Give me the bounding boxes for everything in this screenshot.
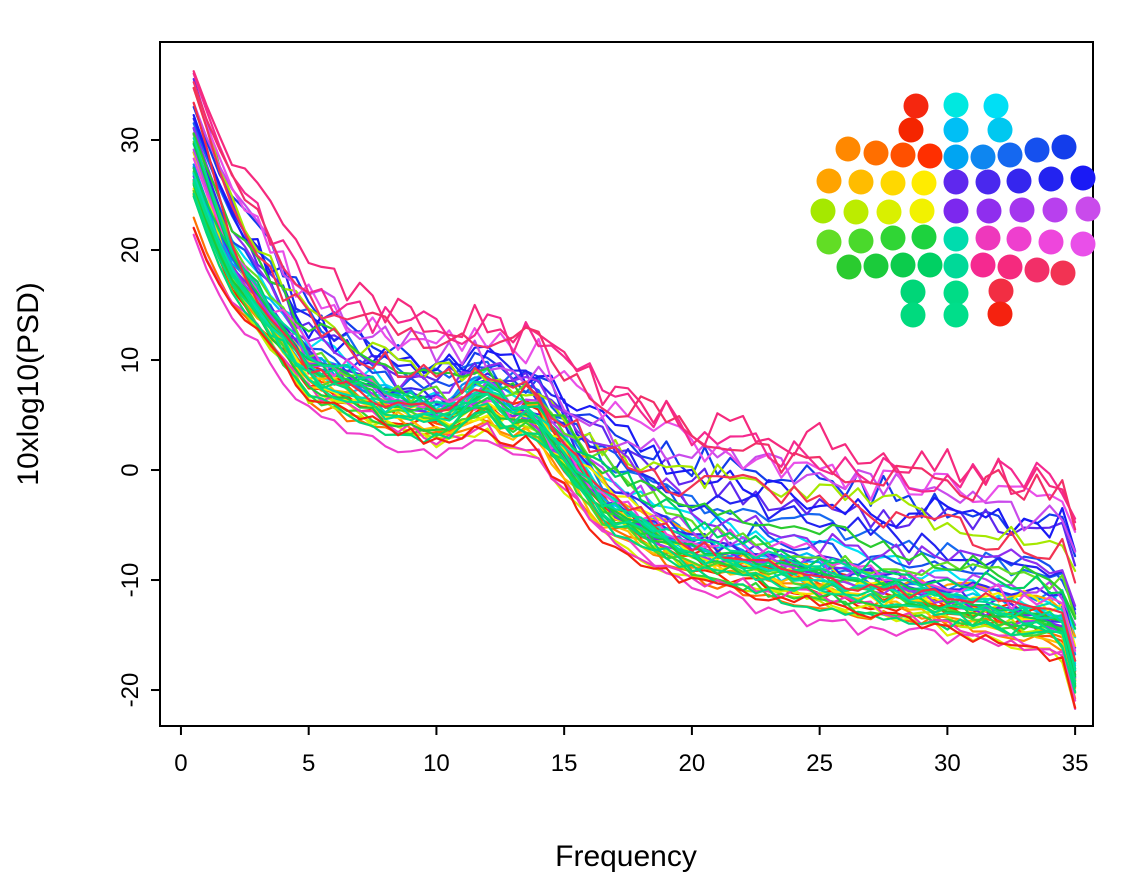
electrode-dot-46 [917,252,943,278]
electrode-dot-36 [880,225,906,251]
electrode-dot-56 [943,302,969,328]
psd-curve-17 [192,191,1077,694]
electrode-dot-10 [917,143,943,169]
psd-curve-44 [192,183,1077,677]
psd-curve-50 [192,81,1077,531]
electrode-dot-54 [988,278,1014,304]
electrode-dot-43 [836,254,862,280]
electrode-dot-8 [863,140,889,166]
electrode-dot-45 [890,252,916,278]
electrode-dot-30 [976,198,1002,224]
electrode-dot-4 [898,117,924,143]
electrode-dot-1 [903,93,929,119]
electrode-dot-38 [943,226,969,252]
psd-curve-30 [192,126,1077,608]
electrode-dot-31 [1009,197,1035,223]
electrode-dot-35 [848,228,874,254]
psd-curve-56 [192,178,1077,670]
x-tick-label: 30 [934,750,961,777]
psd-curve-49 [192,70,1077,524]
psd-curves [192,70,1077,711]
electrode-dot-12 [970,144,996,170]
x-tick-label: 5 [302,750,315,777]
x-tick-label: 35 [1062,750,1089,777]
electrode-dot-19 [911,170,937,196]
psd-curve-40 [192,233,1077,702]
electrode-dot-22 [1006,168,1032,194]
electrode-dot-26 [843,199,869,225]
psd-curve-48 [192,72,1077,520]
electrode-dot-6 [987,117,1013,143]
electrode-dot-23 [1038,166,1064,192]
y-tick-label: 0 [117,463,144,476]
electrode-dot-41 [1038,229,1064,255]
electrode-dot-34 [816,229,842,255]
psd-curve-34 [192,140,1077,618]
electrode-dot-53 [943,280,969,306]
x-axis: 0 5 10 15 20 25 30 35 [174,726,1088,777]
electrode-dot-47 [943,253,969,279]
x-tick-label: 20 [679,750,706,777]
psd-curve-52 [192,195,1077,688]
electrode-dot-29 [943,198,969,224]
x-axis-title: Frequency [555,840,697,873]
electrode-dot-55 [900,302,926,328]
electrode-dot-18 [880,170,906,196]
x-tick-label: 10 [423,750,450,777]
electrode-dot-33 [1075,196,1101,222]
electrode-dot-25 [810,198,836,224]
y-tick-label: 20 [117,237,144,264]
electrode-head-map-legend [810,92,1101,328]
electrode-dot-39 [975,225,1001,251]
electrode-dot-21 [975,169,1001,195]
electrode-dot-2 [943,92,969,118]
psd-curve-24 [192,113,1077,553]
y-tick-label: 30 [117,127,144,154]
x-tick-label: 25 [806,750,833,777]
electrode-dot-50 [1024,257,1050,283]
electrode-dot-7 [835,136,861,162]
y-tick-label: 10 [117,347,144,374]
psd-curve-38 [192,172,1077,662]
electrode-dot-3 [983,93,1009,119]
electrode-dot-44 [863,253,889,279]
x-tick-label: 15 [551,750,578,777]
electrode-dot-27 [876,199,902,225]
electrode-dot-13 [997,142,1023,168]
electrode-dot-49 [997,254,1023,280]
electrode-dot-15 [1051,134,1077,160]
electrode-dot-57 [987,301,1013,327]
electrode-dot-17 [848,169,874,195]
electrode-dot-9 [890,142,916,168]
plot-frame [159,41,1094,727]
electrode-dot-51 [1050,260,1076,286]
electrode-dot-14 [1024,137,1050,163]
electrode-dot-42 [1070,231,1096,257]
y-tick-label: -20 [117,673,144,708]
electrode-dot-20 [943,169,969,195]
psd-curve-54 [192,101,1077,662]
electrode-dot-37 [911,224,937,250]
electrode-dot-5 [943,117,969,143]
electrode-dot-52 [900,279,926,305]
electrode-dot-28 [909,198,935,224]
electrode-dot-40 [1006,226,1032,252]
psd-curve-51 [192,86,1077,584]
y-axis-title: 10xlog10(PSD) [12,282,45,485]
y-tick-label: -10 [117,563,144,598]
electrode-dot-16 [816,168,842,194]
electrode-dot-32 [1042,197,1068,223]
electrode-dot-48 [970,252,996,278]
psd-curve-20 [192,77,1077,567]
y-axis: 30 20 10 0 -10 -20 [117,127,160,708]
electrode-dot-11 [943,144,969,170]
x-tick-label: 0 [174,750,187,777]
psd-curve-53 [192,181,1077,683]
psd-curve-57 [192,226,1077,709]
electrode-dot-24 [1070,165,1096,191]
psd-curve-33 [192,101,1077,553]
